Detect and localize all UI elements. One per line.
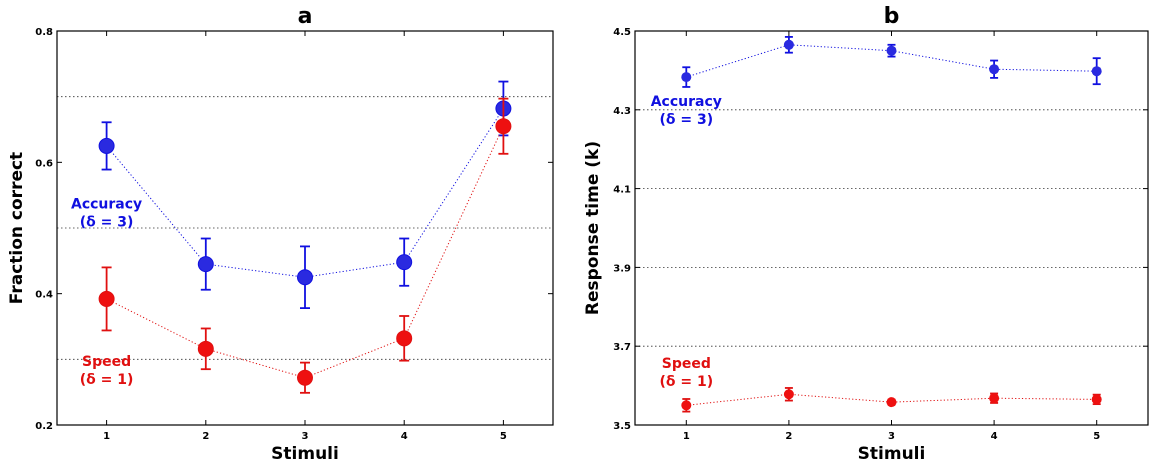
data-point xyxy=(197,340,214,357)
x-tick-label: 2 xyxy=(785,431,792,442)
data-point xyxy=(681,400,692,411)
data-point xyxy=(989,393,1000,404)
series-line xyxy=(686,393,1097,406)
x-tick-label: 1 xyxy=(683,431,690,442)
x-tick-label: 1 xyxy=(103,431,110,442)
y-tick-label: 0.8 xyxy=(35,27,53,38)
series-label-delta: (δ = 1) xyxy=(80,372,134,388)
plot-area xyxy=(635,31,1148,425)
y-tick-label: 3.5 xyxy=(613,421,631,432)
data-point xyxy=(989,64,1000,75)
data-point xyxy=(886,45,897,56)
x-tick-label: 2 xyxy=(202,431,209,442)
series-label-name: Speed xyxy=(662,356,711,372)
data-point xyxy=(783,389,794,400)
data-point xyxy=(297,369,313,386)
y-tick-label: 4.3 xyxy=(613,106,631,117)
y-axis-label: Response time (k) xyxy=(583,141,603,315)
series-accuracy: Accuracy (δ = 3) xyxy=(651,36,1102,128)
y-tick-label: 0.6 xyxy=(35,158,53,169)
y-axis-label: Fraction correct xyxy=(7,152,27,304)
panel-title: b xyxy=(884,4,900,29)
y-tick-label: 4.1 xyxy=(613,185,631,196)
plot-frame xyxy=(634,30,1149,426)
data-point xyxy=(98,290,115,307)
y-tick-label: 3.9 xyxy=(613,263,631,274)
panel-title: a xyxy=(298,4,313,29)
series-accuracy: Accuracy (δ = 3) xyxy=(71,80,512,310)
data-point xyxy=(98,137,115,154)
data-point xyxy=(886,397,897,408)
series-speed: Speed (δ = 1) xyxy=(80,97,512,394)
series-label-delta: (δ = 3) xyxy=(659,112,713,128)
panel-a: 1 2 3 4 5 0.2 0.4 0.6 0.8 Accuracy (δ = 3) Speed (δ … xyxy=(7,4,554,464)
y-tick-label: 0.4 xyxy=(35,290,53,301)
data-point xyxy=(783,39,794,50)
panel-b: 1 2 3 4 5 3.5 3.7 3.9 4.1 4.3 4.5 Accuracy (δ = 3) Sp… xyxy=(583,4,1149,464)
series-label-delta: (δ = 3) xyxy=(80,214,134,230)
x-tick-label: 5 xyxy=(500,431,507,442)
y-tick-label: 3.7 xyxy=(613,342,631,353)
x-axis-label: Stimuli xyxy=(858,444,926,464)
series-label-delta: (δ = 1) xyxy=(659,374,713,390)
y-tick-label: 0.2 xyxy=(35,421,53,432)
data-point xyxy=(396,330,413,347)
x-tick-label: 3 xyxy=(888,431,895,442)
x-tick-label: 4 xyxy=(401,431,408,442)
data-point xyxy=(297,269,313,286)
data-point xyxy=(396,254,413,271)
series-speed: Speed (δ = 1) xyxy=(659,356,1102,413)
series-label-name: Accuracy xyxy=(71,196,142,212)
data-point xyxy=(495,118,512,135)
data-point xyxy=(1091,66,1102,77)
data-point xyxy=(197,256,214,273)
y-tick-label: 4.5 xyxy=(613,27,631,38)
data-point xyxy=(681,72,692,83)
series-line xyxy=(686,44,1097,78)
plot-frame xyxy=(56,30,554,426)
x-tick-label: 3 xyxy=(302,431,309,442)
x-tick-label: 4 xyxy=(991,431,998,442)
series-label-name: Speed xyxy=(82,354,131,370)
x-tick-label: 5 xyxy=(1093,431,1100,442)
data-point xyxy=(1091,394,1102,405)
series-label-name: Accuracy xyxy=(651,94,722,110)
x-axis-label: Stimuli xyxy=(271,444,339,464)
series-line xyxy=(106,108,504,278)
